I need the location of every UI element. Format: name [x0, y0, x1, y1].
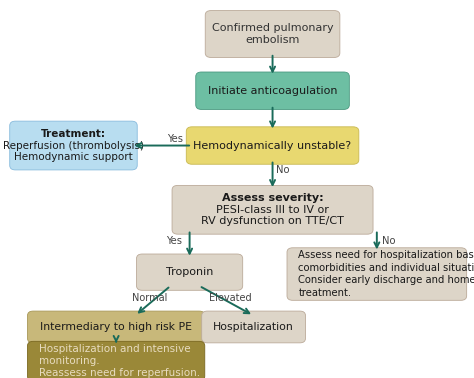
FancyBboxPatch shape [186, 127, 359, 164]
Text: Initiate anticoagulation: Initiate anticoagulation [208, 86, 337, 96]
FancyBboxPatch shape [205, 11, 340, 57]
FancyBboxPatch shape [27, 341, 205, 378]
Text: Troponin: Troponin [166, 267, 213, 277]
Text: Hospitalization and intensive
monitoring.
Reassess need for reperfusion.: Hospitalization and intensive monitoring… [39, 344, 200, 378]
Text: Normal: Normal [132, 293, 167, 303]
Text: Intermediary to high risk PE: Intermediary to high risk PE [40, 322, 192, 332]
FancyBboxPatch shape [9, 121, 137, 170]
Text: PESI-class III to IV or: PESI-class III to IV or [216, 205, 329, 215]
FancyBboxPatch shape [196, 72, 349, 110]
Text: No: No [276, 165, 290, 175]
Text: Confirmed pulmonary
embolism: Confirmed pulmonary embolism [212, 23, 333, 45]
Text: Hemodynamically unstable?: Hemodynamically unstable? [193, 141, 352, 150]
Text: Yes: Yes [167, 134, 183, 144]
Text: RV dysfunction on TTE/CT: RV dysfunction on TTE/CT [201, 216, 344, 226]
FancyBboxPatch shape [201, 311, 305, 343]
FancyBboxPatch shape [172, 185, 373, 234]
Text: Hemodynamic support: Hemodynamic support [14, 152, 133, 162]
FancyBboxPatch shape [287, 248, 466, 300]
FancyBboxPatch shape [137, 254, 243, 290]
Text: Treatment:: Treatment: [41, 129, 106, 139]
Text: Assess need for hospitalization based on
comorbidities and individual situation.: Assess need for hospitalization based on… [299, 251, 474, 297]
Text: Assess severity:: Assess severity: [222, 194, 323, 203]
Text: Reperfusion (thrombolysis): Reperfusion (thrombolysis) [3, 141, 144, 150]
Text: Hospitalization: Hospitalization [213, 322, 294, 332]
Text: Elevated: Elevated [209, 293, 251, 303]
Text: Yes: Yes [166, 236, 182, 246]
FancyBboxPatch shape [27, 311, 205, 343]
Text: No: No [382, 236, 395, 246]
